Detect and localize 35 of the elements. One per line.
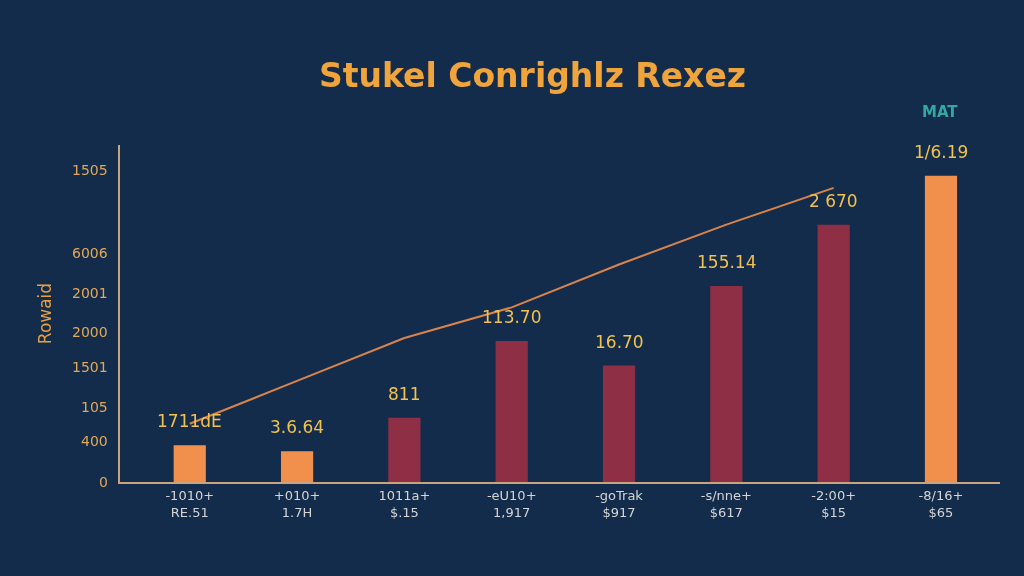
bar <box>173 445 206 482</box>
annotation: 16.70 <box>595 332 644 352</box>
x-tick-label: +010+ 1.7H <box>273 487 321 520</box>
annotation: 113.70 <box>482 307 542 327</box>
annotation: 1711dE <box>157 411 222 431</box>
annotation: 2 670 <box>809 191 858 211</box>
annotation: 155.14 <box>697 252 757 272</box>
bar <box>495 341 528 482</box>
text: 105 <box>81 399 108 415</box>
bar <box>388 417 421 482</box>
text: MAT <box>922 103 959 121</box>
x-tick-label: -8/16+ $65 <box>918 487 964 520</box>
x-tick-label: -goTrak $917 <box>595 487 644 520</box>
bar <box>602 365 636 482</box>
text: 1505 <box>72 162 108 178</box>
text: 400 <box>81 433 108 449</box>
bar <box>710 285 743 482</box>
x-tick-label: -eU10+ 1,917 <box>486 487 537 520</box>
annotation: 811 <box>388 384 421 404</box>
text: 1501 <box>72 359 108 375</box>
annotation: 3.6.64 <box>270 417 325 437</box>
annotation: 1/6.19 <box>914 142 969 162</box>
x-tick-label: -2:00+ $15 <box>811 487 857 520</box>
text: 2001 <box>72 285 108 301</box>
x-tick-label: -1010+ RE.51 <box>165 487 215 520</box>
bar <box>817 224 850 482</box>
bar <box>280 451 314 482</box>
y-axis-title: Rowaid <box>35 282 56 345</box>
bar <box>924 175 958 482</box>
chart-title: Stukel Conrighlz Rexez <box>318 55 746 95</box>
x-tick-label: -s/nne+ $617 <box>700 487 752 520</box>
x-tick-label: 1011a+ $.15 <box>378 487 431 520</box>
text: 6006 <box>72 245 108 261</box>
text: 2000 <box>72 324 108 340</box>
text: 0 <box>99 474 108 490</box>
